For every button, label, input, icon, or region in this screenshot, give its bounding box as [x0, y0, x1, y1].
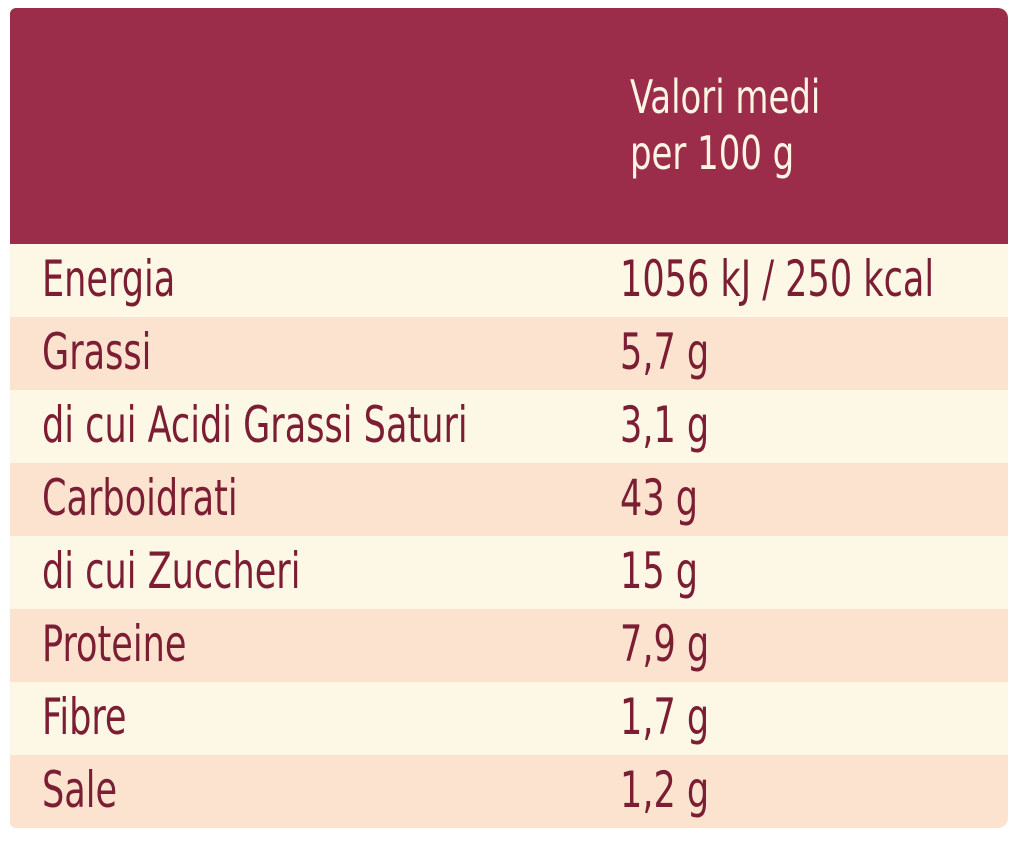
nutrient-name: Carboidrati [42, 469, 238, 527]
table-row: Proteine 7,9 g [10, 609, 1008, 682]
nutrient-value: 5,7 g [620, 323, 710, 381]
nutrient-value: 15 g [620, 542, 699, 600]
table-row: di cui Acidi Grassi Saturi 3,1 g [10, 390, 1008, 463]
nutrient-name: di cui Zuccheri [42, 542, 301, 600]
table-row: Sale 1,2 g [10, 755, 1008, 828]
nutrient-name: Energia [42, 250, 176, 308]
nutrient-name: Grassi [42, 323, 152, 381]
table-row: Grassi 5,7 g [10, 317, 1008, 390]
nutrient-value: 1,7 g [620, 688, 710, 746]
nutrient-name: Proteine [42, 615, 187, 673]
nutrient-name: di cui Acidi Grassi Saturi [42, 396, 468, 454]
table-header: Valori medi per 100 g [10, 8, 1008, 246]
table-row: di cui Zuccheri 15 g [10, 536, 1008, 609]
table-row: Energia 1056 kJ / 250 kcal [10, 244, 1008, 317]
nutrient-value: 43 g [620, 469, 699, 527]
header-line: Valori medi [630, 70, 821, 124]
nutrient-value: 7,9 g [620, 615, 710, 673]
nutrient-value: 1056 kJ / 250 kcal [620, 250, 935, 308]
nutrient-name: Sale [42, 761, 118, 819]
nutrient-name: Fibre [42, 688, 127, 746]
table-row: Carboidrati 43 g [10, 463, 1008, 536]
nutrient-value: 3,1 g [620, 396, 710, 454]
table-row: Fibre 1,7 g [10, 682, 1008, 755]
header-line: per 100 g [630, 126, 795, 180]
nutrient-value: 1,2 g [620, 761, 710, 819]
